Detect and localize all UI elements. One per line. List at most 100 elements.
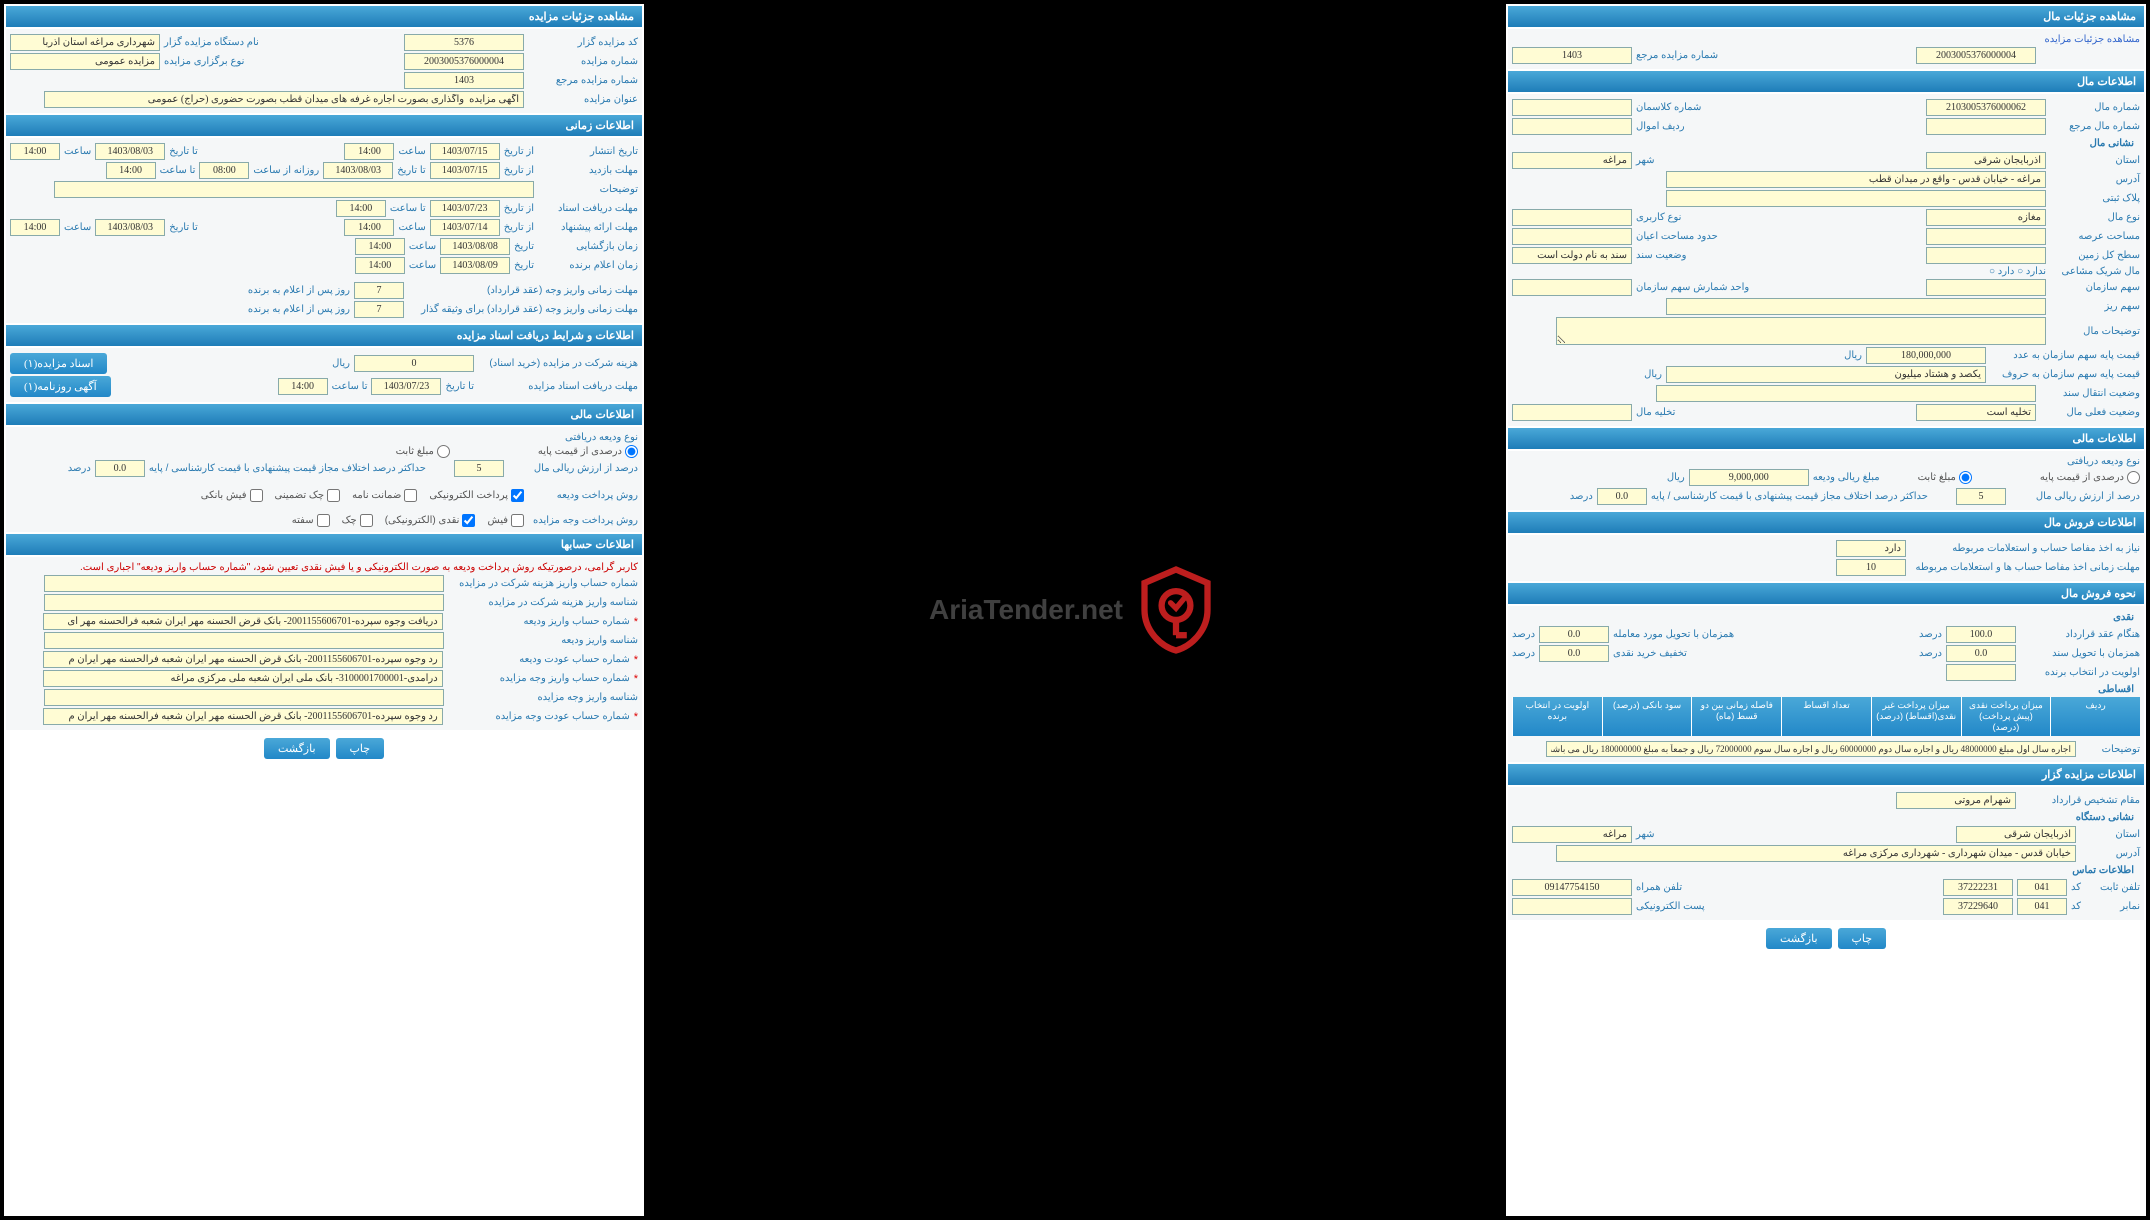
mofasa-input[interactable] — [1836, 540, 1906, 557]
enteshar-ta-saat[interactable] — [10, 143, 60, 160]
ostan-s6-input[interactable] — [1956, 826, 2076, 843]
sabet-lp-radio[interactable]: مبلغ ثابت — [1918, 471, 1972, 484]
class-num-input[interactable] — [1512, 99, 1632, 116]
asnad-saat[interactable] — [336, 200, 386, 217]
feeli-input[interactable] — [1916, 404, 2036, 421]
lp-marjaa-input[interactable] — [1512, 47, 1632, 64]
enteshar-ta[interactable] — [95, 143, 165, 160]
darsadi-lp-radio[interactable]: درصدی از قیمت پایه — [2040, 471, 2140, 484]
agahi-button[interactable]: آگهی روزنامه(۱) — [10, 376, 111, 397]
sabet-radio[interactable]: مبلغ ثابت — [396, 445, 450, 458]
chk-fish2[interactable]: فیش — [487, 514, 524, 527]
shahr-lp-input[interactable] — [1512, 152, 1632, 169]
chk-elec[interactable]: پرداخت الکترونیکی — [429, 489, 524, 502]
ekhtelaf-lp-input[interactable] — [1597, 488, 1647, 505]
price-num-input[interactable] — [1866, 347, 1986, 364]
pelak-input[interactable] — [1666, 190, 2046, 207]
enteghal-input[interactable] — [1656, 385, 2036, 402]
masahat-input[interactable] — [1926, 228, 2046, 245]
onvan-input[interactable] — [44, 91, 524, 108]
print-button-rp[interactable]: چاپ — [336, 738, 385, 759]
sahm-riz-input[interactable] — [1666, 298, 2046, 315]
radif-input[interactable] — [1512, 118, 1632, 135]
h7-input[interactable] — [44, 689, 444, 706]
h3-input[interactable] — [43, 613, 443, 630]
vaziat-input[interactable] — [1512, 247, 1632, 264]
mohlat-mofasa-input[interactable] — [1836, 559, 1906, 576]
chk-zamant[interactable]: ضمانت نامه — [352, 489, 417, 502]
darsad-arzesh-input[interactable] — [1956, 488, 2006, 505]
h6-input[interactable] — [43, 670, 443, 687]
print-button-lp[interactable]: چاپ — [1838, 928, 1887, 949]
h1-input[interactable] — [44, 575, 444, 592]
price-txt-input[interactable] — [1666, 366, 1986, 383]
enteshar-az[interactable] — [430, 143, 500, 160]
variz-input[interactable] — [354, 282, 404, 299]
asnad-button[interactable]: اسناد مزایده(۱) — [10, 353, 107, 374]
roozane-ta[interactable] — [106, 162, 156, 179]
tozihat-input[interactable] — [54, 181, 534, 198]
elam-dt[interactable] — [440, 257, 510, 274]
view-auction-link[interactable]: مشاهده جزئیات مزایده — [2044, 34, 2140, 45]
hengam-input[interactable] — [1946, 626, 2016, 643]
vasighe-input[interactable] — [354, 301, 404, 318]
ostan-lp-input[interactable] — [1926, 152, 2046, 169]
tel-input[interactable] — [1943, 879, 2013, 896]
tahvil-input[interactable] — [1946, 645, 2016, 662]
hamzaman-input[interactable] — [1539, 626, 1609, 643]
karbari-input[interactable] — [1512, 209, 1632, 226]
h2-input[interactable] — [44, 594, 444, 611]
chk-safte[interactable]: سفته — [292, 514, 330, 527]
addr-s6-input[interactable] — [1556, 845, 2076, 862]
sath-input[interactable] — [1926, 247, 2046, 264]
lp-mozayede-num[interactable] — [1916, 47, 2036, 64]
noe-input[interactable] — [10, 53, 160, 70]
darsadi-radio[interactable]: درصدی از قیمت پایه — [538, 445, 638, 458]
mal-marjaa-input[interactable] — [1926, 118, 2046, 135]
h4-input[interactable] — [44, 632, 444, 649]
email-input[interactable] — [1512, 898, 1632, 915]
fax-kod-input[interactable] — [2017, 898, 2067, 915]
bazgoshaei-saat[interactable] — [355, 238, 405, 255]
vahed-input[interactable] — [1512, 279, 1632, 296]
hazine-input[interactable] — [354, 355, 474, 372]
kod-input[interactable] — [404, 34, 524, 51]
nam-input[interactable] — [10, 34, 160, 51]
sahm-org-input[interactable] — [1926, 279, 2046, 296]
olaviat-input[interactable] — [1946, 664, 2016, 681]
bazdid-az[interactable] — [430, 162, 500, 179]
pishnahad-ta[interactable] — [95, 219, 165, 236]
h5-input[interactable] — [43, 651, 443, 668]
takhlie-input[interactable] — [1512, 404, 1632, 421]
darsad-input-rp[interactable] — [454, 460, 504, 477]
shahr-s6-input[interactable] — [1512, 826, 1632, 843]
roozane-az[interactable] — [199, 162, 249, 179]
takhfif-input[interactable] — [1539, 645, 1609, 662]
pishnahad-ta-saat[interactable] — [10, 219, 60, 236]
chk-chek[interactable]: چک — [342, 514, 373, 527]
mohlat-saat[interactable] — [278, 378, 328, 395]
elam-saat[interactable] — [355, 257, 405, 274]
pishnahad-saat[interactable] — [344, 219, 394, 236]
mal-num-input[interactable] — [1926, 99, 2046, 116]
chk-fish[interactable]: فیش بانکی — [201, 489, 263, 502]
chk-naghdi-elec[interactable]: نقدی (الکترونیکی) — [385, 514, 476, 527]
fax-input[interactable] — [1943, 898, 2013, 915]
bazgoshaei-dt[interactable] — [440, 238, 510, 255]
back-button-lp[interactable]: بازگشت — [1766, 928, 1832, 949]
mohlat-ta[interactable] — [371, 378, 441, 395]
h8-input[interactable] — [43, 708, 443, 725]
addr-lp-input[interactable] — [1666, 171, 2046, 188]
asnad-az[interactable] — [430, 200, 500, 217]
mob-input[interactable] — [1512, 879, 1632, 896]
back-button-rp[interactable]: بازگشت — [264, 738, 330, 759]
tel-kod-input[interactable] — [2017, 879, 2067, 896]
aayan-input[interactable] — [1512, 228, 1632, 245]
chk-tazmin[interactable]: چک تضمینی — [275, 489, 341, 502]
magham-input[interactable] — [1896, 792, 2016, 809]
num-input[interactable] — [404, 53, 524, 70]
bazdid-ta[interactable] — [323, 162, 393, 179]
noe-mal-input[interactable] — [1926, 209, 2046, 226]
marjaa-input[interactable] — [404, 72, 524, 89]
mablagh-vadie-input[interactable] — [1689, 469, 1809, 486]
